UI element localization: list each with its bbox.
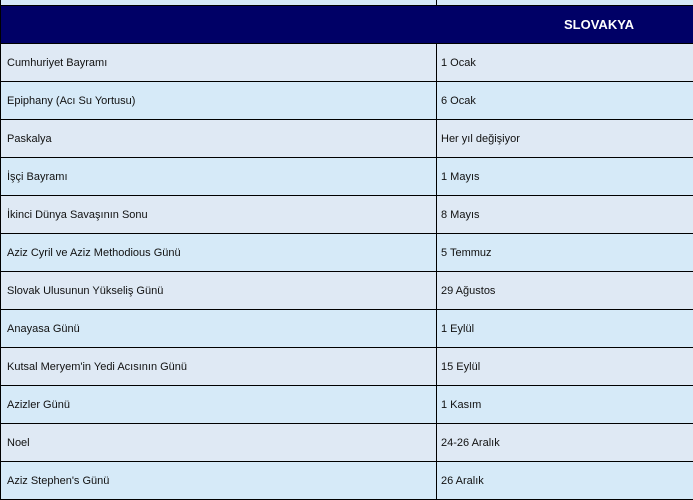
holiday-date: 6 Ocak bbox=[441, 94, 476, 107]
holiday-name: Aziz Stephen's Günü bbox=[0, 462, 437, 499]
holiday-name: Azizler Günü bbox=[0, 386, 437, 423]
holiday-date: 26 Aralık bbox=[441, 474, 484, 487]
holiday-date: 8 Mayıs bbox=[441, 208, 480, 221]
holiday-date: 24-26 Aralık bbox=[441, 436, 500, 449]
holiday-name: İkinci Dünya Savaşının Sonu bbox=[0, 196, 437, 233]
holiday-name: Slovak Ulusunun Yükseliş Günü bbox=[0, 272, 437, 309]
table-row: Aziz Stephen's Günü 26 Aralık bbox=[0, 462, 693, 500]
table-row: Kutsal Meryem'in Yedi Acısının Günü 15 Ey… bbox=[0, 348, 693, 386]
header-country: SLOVAKYA bbox=[564, 17, 635, 32]
holiday-name: Noel bbox=[0, 424, 437, 461]
holiday-name: Kutsal Meryem'in Yedi Acısının Günü bbox=[0, 348, 437, 385]
holiday-name: Aziz Cyril ve Aziz Methodious Günü bbox=[0, 234, 437, 271]
previous-row-fragment bbox=[0, 0, 693, 6]
table-row: Aziz Cyril ve Aziz Methodious Günü 5 Temm… bbox=[0, 234, 693, 272]
holiday-date: 15 Eylül bbox=[441, 360, 481, 373]
table-header: SLOVAKYA bbox=[0, 6, 693, 44]
holiday-name: Epiphany (Acı Su Yortusu) bbox=[0, 82, 437, 119]
holiday-date: 1 Kasım bbox=[441, 398, 482, 411]
holiday-date: 29 Ağustos bbox=[441, 284, 496, 297]
table-row: İşçi Bayramı 1 Mayıs bbox=[0, 158, 693, 196]
table-row: Epiphany (Acı Su Yortusu) 6 Ocak bbox=[0, 82, 693, 120]
table-body: Cumhuriyet Bayramı 1 Ocak Epiphany (Acı Su… bbox=[0, 44, 693, 500]
table-row: Anayasa Günü 1 Eylül bbox=[0, 310, 693, 348]
table-row: Noel 24-26 Aralık bbox=[0, 424, 693, 462]
table-row: Slovak Ulusunun Yükseliş Günü 29 Ağustos bbox=[0, 272, 693, 310]
table-row: Cumhuriyet Bayramı 1 Ocak bbox=[0, 44, 693, 82]
holiday-name: Anayasa Günü bbox=[0, 310, 437, 347]
table-row: Azizler Günü 1 Kasım bbox=[0, 386, 693, 424]
cell bbox=[0, 0, 437, 5]
holiday-date: 1 Ocak bbox=[441, 56, 476, 69]
holiday-date: 1 Mayıs bbox=[441, 170, 480, 183]
holiday-date: 1 Eylül bbox=[441, 322, 475, 335]
holiday-name: İşçi Bayramı bbox=[0, 158, 437, 195]
holiday-name: Cumhuriyet Bayramı bbox=[0, 44, 437, 81]
table-row: İkinci Dünya Savaşının Sonu 8 Mayıs bbox=[0, 196, 693, 234]
holiday-date: Her yıl değişiyor bbox=[441, 132, 520, 145]
holiday-name: Paskalya bbox=[0, 120, 437, 157]
holiday-date: 5 Temmuz bbox=[441, 246, 492, 259]
table-row: Paskalya Her yıl değişiyor bbox=[0, 120, 693, 158]
